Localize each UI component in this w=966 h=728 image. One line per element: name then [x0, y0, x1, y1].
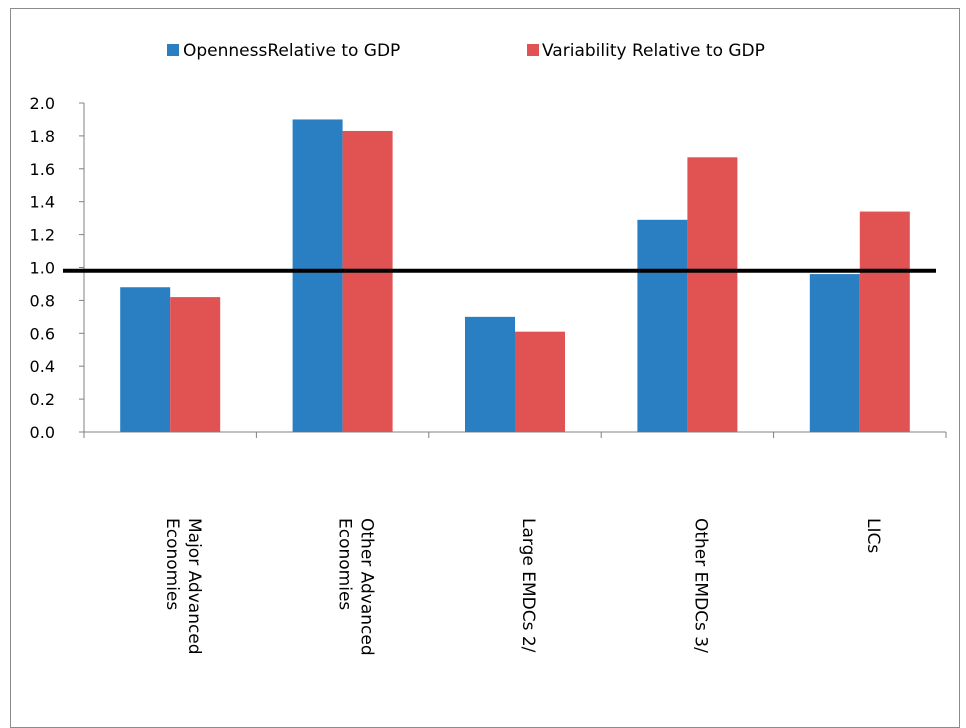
bar-series-1: [465, 316, 515, 432]
x-category-label: Economies: [335, 518, 355, 610]
y-tick-label: 0.8: [30, 291, 55, 310]
y-tick-label: 0.6: [30, 324, 55, 343]
y-tick-label: 1.4: [30, 193, 55, 212]
y-tick-label: 0.4: [30, 357, 55, 376]
bar-series-2: [170, 297, 221, 432]
y-tick-label: 0.0: [30, 423, 55, 442]
bar-series-1: [637, 219, 688, 432]
x-category-label: Economies: [162, 518, 182, 610]
bar-series-1: [809, 274, 860, 432]
x-category-label: Large EMDCs 2/: [518, 518, 538, 653]
bars: [120, 119, 910, 432]
legend-label-1: OpennessRelative to GDP: [183, 41, 400, 61]
x-category-label: Other Advanced: [357, 518, 377, 656]
bar-series-2: [687, 157, 738, 432]
y-axis: 0.0 0.2 0.4 0.6 0.8 1.0 1.2 1.4 1.6 1.8 2.0: [30, 94, 85, 442]
y-tick-label: 1.6: [30, 160, 55, 179]
bar-series-2: [342, 130, 393, 432]
legend-label-2: Variability Relative to GDP: [542, 41, 765, 61]
legend-swatch-1: [167, 44, 179, 56]
y-tick-label: 2.0: [30, 94, 55, 113]
bar-series-1: [120, 287, 171, 432]
y-tick-label: 1.0: [30, 259, 55, 278]
bar-series-2: [515, 331, 565, 432]
x-category-label: Major Advanced: [184, 518, 204, 655]
x-category-label: Other EMDCs 3/: [690, 518, 710, 653]
bar-series-1: [292, 119, 343, 432]
chart-svg: OpennessRelative to GDP Variability Relat…: [30, 41, 947, 656]
y-tick-label: 0.2: [30, 390, 55, 409]
y-tick-label: 1.8: [30, 127, 55, 146]
legend-swatch-2: [527, 44, 539, 56]
legend: OpennessRelative to GDP Variability Relat…: [167, 41, 765, 61]
x-category-label: LICs: [863, 518, 883, 553]
bar-series-2: [859, 211, 910, 432]
y-tick-label: 1.2: [30, 226, 55, 245]
